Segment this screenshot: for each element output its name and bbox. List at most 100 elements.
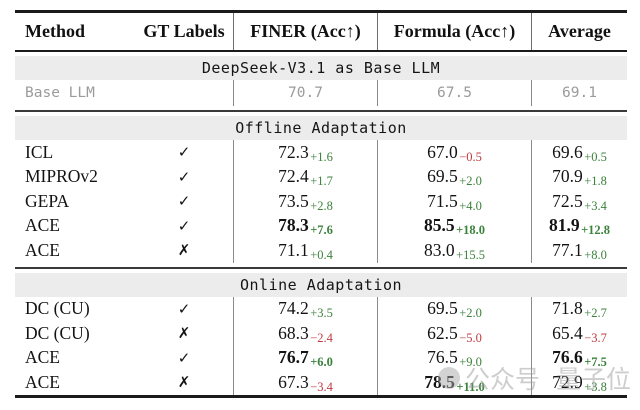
score-cell: 78.3 +7.6 xyxy=(233,213,377,238)
score-delta: +7.5 xyxy=(584,355,607,369)
method-cell: DC (CU) xyxy=(25,322,90,343)
score-cell: 70.7 xyxy=(233,80,377,106)
section-banner: Online Adaptation xyxy=(15,272,627,297)
table-body: DeepSeek-V3.1 as Base LLM Base LLM 70.7 67.… xyxy=(15,52,627,395)
table-header-rule xyxy=(15,50,627,52)
gt-labels-cell: ✗ xyxy=(135,321,233,346)
method-cell: MIPROv2 xyxy=(25,166,98,187)
method-cell: ACE xyxy=(25,371,60,392)
check-icon: ✓ xyxy=(177,192,191,211)
gt-labels-cell: ✓ xyxy=(135,165,233,190)
score-delta: +0.5 xyxy=(584,149,607,164)
score-value: 69.6 xyxy=(552,141,583,162)
score-cell: 77.1 +8.0 xyxy=(531,238,627,263)
score-cell: 72.9 +3.8 xyxy=(531,370,627,395)
score-value: 72.3 xyxy=(278,141,309,162)
cross-icon: ✗ xyxy=(177,373,191,392)
score-value: 83.0 xyxy=(423,239,455,260)
score-value: 67.3 xyxy=(278,371,309,392)
score-delta: +3.5 xyxy=(310,306,333,320)
score-delta: +2.8 xyxy=(310,198,333,213)
section-banner: DeepSeek-V3.1 as Base LLM xyxy=(15,56,627,80)
check-icon: ✓ xyxy=(177,167,191,186)
table-row: ACE ✓ 78.3 +7.6 85.5 +18.0 81.9 +12.8 xyxy=(15,213,627,238)
score-delta: +4.0 xyxy=(459,198,482,213)
score-delta: +8.0 xyxy=(584,247,607,262)
table-row: ACE ✗ 67.3 −3.4 78.5 +11.0 72.9 +3.8 xyxy=(15,370,627,395)
score-cell: 85.5 +18.0 xyxy=(377,213,531,238)
score-value: 73.5 xyxy=(278,190,309,211)
score-value: 69.5 xyxy=(427,298,458,318)
table-row: MIPROv2 ✓ 72.4 +1.7 69.5 +2.0 70.9 +1.8 xyxy=(15,164,627,190)
method-cell: Base LLM xyxy=(25,85,95,101)
gt-labels-cell xyxy=(135,80,233,106)
column-header-gt-labels: GT Labels xyxy=(143,21,225,41)
table-bottom-rule xyxy=(15,394,627,398)
score-cell: 76.7 +6.0 xyxy=(233,345,377,370)
results-table: Method GT Labels FINER (Acc↑) Formula (A… xyxy=(15,10,627,398)
score-cell: 68.3 −2.4 xyxy=(233,321,377,346)
table-row: GEPA ✓ 73.5 +2.8 71.5 +4.0 72.5 +3.4 xyxy=(15,189,627,214)
score-delta: −5.0 xyxy=(459,330,482,345)
score-delta: −0.5 xyxy=(459,149,482,164)
score-delta: +11.0 xyxy=(456,379,485,394)
score-cell: 76.5 +9.0 xyxy=(377,345,531,370)
score-delta: +6.0 xyxy=(310,355,333,369)
score-value: 70.9 xyxy=(552,166,583,186)
score-value: 67.0 xyxy=(427,141,458,162)
score-delta: +1.7 xyxy=(310,174,333,188)
score-cell: 67.5 xyxy=(377,80,531,106)
score-value: 68.3 xyxy=(278,322,309,343)
column-header-method: Method xyxy=(25,21,85,41)
score-value: 65.4 xyxy=(552,322,583,343)
score-cell: 69.1 xyxy=(531,80,627,106)
score-delta: −3.4 xyxy=(310,379,333,394)
score-value: 76.6 xyxy=(552,347,583,367)
score-value: 72.5 xyxy=(552,190,583,211)
method-cell: DC (CU) xyxy=(25,298,90,319)
table-row: ICL ✓ 72.3 +1.6 67.0 −0.5 69.6 +0.5 xyxy=(15,140,627,165)
table-row: ACE ✗ 71.1 +0.4 83.0 +15.5 77.1 +8.0 xyxy=(15,238,627,263)
gt-labels-cell: ✓ xyxy=(135,189,233,214)
score-value: 78.3 xyxy=(278,215,309,235)
section-divider-rule xyxy=(15,266,627,269)
score-value: 67.5 xyxy=(437,84,472,101)
score-value: 62.5 xyxy=(427,322,458,343)
gt-labels-cell: ✗ xyxy=(135,370,233,395)
score-cell: 69.5 +2.0 xyxy=(377,164,531,189)
score-value: 78.5 xyxy=(424,371,455,392)
score-delta: +18.0 xyxy=(456,223,486,237)
score-value: 77.1 xyxy=(552,239,583,260)
method-cell: GEPA xyxy=(25,190,70,211)
score-value: 81.9 xyxy=(548,215,580,235)
table-row: Base LLM 70.7 67.5 69.1 xyxy=(15,80,627,106)
score-value: 74.2 xyxy=(278,298,309,318)
score-delta: −3.7 xyxy=(584,330,607,345)
table-header-row: Method GT Labels FINER (Acc↑) Formula (A… xyxy=(15,13,627,50)
score-value: 76.7 xyxy=(278,347,309,367)
column-header-finer: FINER (Acc↑) xyxy=(233,13,377,50)
score-value: 76.5 xyxy=(427,347,458,367)
score-cell: 67.0 −0.5 xyxy=(377,140,531,165)
score-cell: 72.3 +1.6 xyxy=(233,140,377,165)
score-cell: 71.1 +0.4 xyxy=(233,238,377,263)
score-cell: 67.3 −3.4 xyxy=(233,370,377,395)
score-delta: +3.8 xyxy=(584,379,607,394)
score-value: 71.1 xyxy=(278,239,309,260)
score-delta: +7.6 xyxy=(310,223,333,237)
gt-labels-cell: ✓ xyxy=(135,346,233,371)
score-cell: 71.8 +2.7 xyxy=(531,296,627,321)
score-value: 69.1 xyxy=(562,84,597,101)
score-value: 71.5 xyxy=(427,190,458,211)
score-cell: 81.9 +12.8 xyxy=(531,213,627,238)
score-value: 71.8 xyxy=(552,298,583,318)
score-value: 72.4 xyxy=(278,166,309,186)
score-cell: 76.6 +7.5 xyxy=(531,345,627,370)
table-row: DC (CU) ✓ 74.2 +3.5 69.5 +2.0 71.8 +2.7 xyxy=(15,296,627,321)
score-cell: 65.4 −3.7 xyxy=(531,321,627,346)
table-row: ACE ✓ 76.7 +6.0 76.5 +9.0 76.6 +7.5 xyxy=(15,345,627,371)
check-icon: ✓ xyxy=(177,299,191,318)
score-cell: 62.5 −5.0 xyxy=(377,321,531,346)
method-cell: ICL xyxy=(25,141,54,162)
